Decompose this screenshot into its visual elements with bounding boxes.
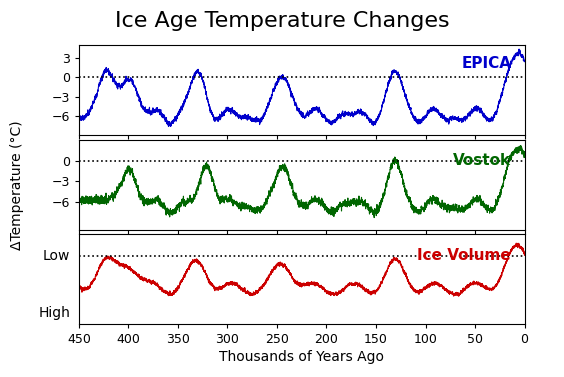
- Text: High: High: [38, 306, 70, 320]
- Text: EPICA: EPICA: [461, 56, 511, 71]
- Text: Ice Volume: Ice Volume: [417, 248, 511, 263]
- Text: ΔTemperature (°C): ΔTemperature (°C): [10, 120, 24, 250]
- Text: Vostok: Vostok: [453, 153, 511, 168]
- X-axis label: Thousands of Years Ago: Thousands of Years Ago: [219, 350, 384, 365]
- Text: Low: Low: [43, 249, 70, 263]
- Text: Ice Age Temperature Changes: Ice Age Temperature Changes: [114, 11, 450, 31]
